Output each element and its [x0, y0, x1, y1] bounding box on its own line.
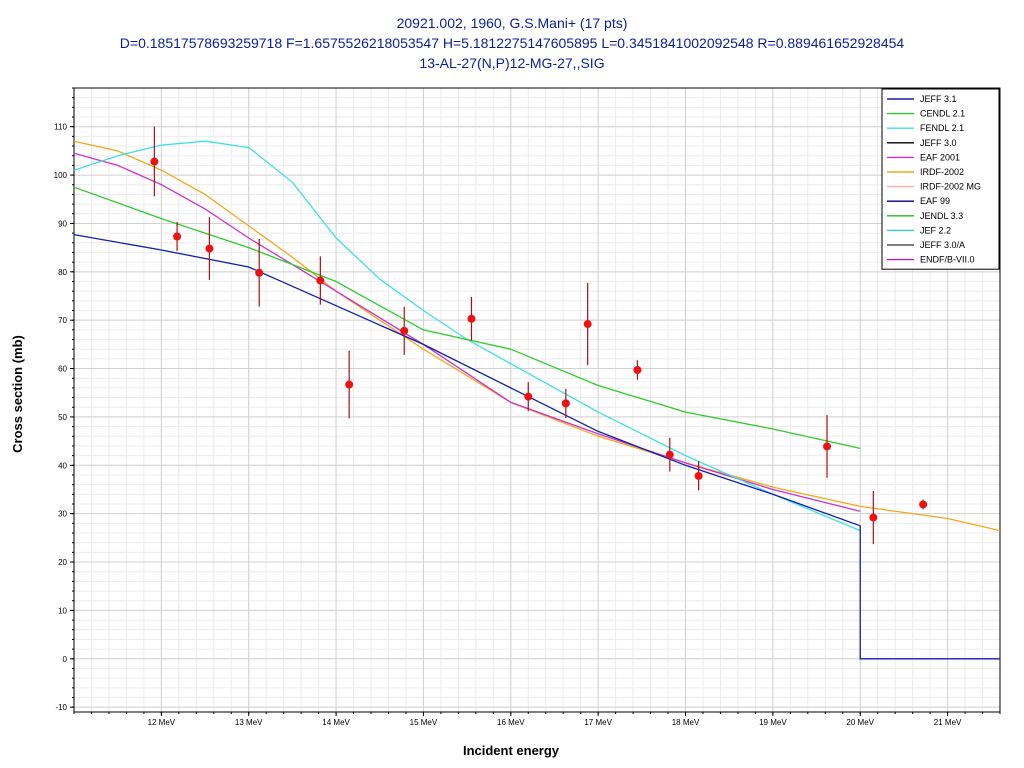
series-lines — [73, 140, 1001, 660]
legend-item-cendl-2-1[interactable]: CENDL 2.1 — [887, 109, 965, 119]
legend-label: EAF 2001 — [920, 152, 960, 162]
y-tick-label: 40 — [58, 461, 67, 470]
data-point[interactable] — [583, 282, 592, 366]
y-tick-label: 50 — [58, 413, 67, 422]
x-tick-label: 17 MeV — [584, 718, 612, 727]
legend-label: IRDF-2002 MG — [920, 182, 981, 192]
data-point[interactable] — [467, 296, 476, 341]
y-tick-label: 10 — [58, 606, 67, 615]
legend-item-eaf-2001[interactable]: EAF 2001 — [887, 152, 960, 162]
series-line-jeff-3-1 — [73, 233, 1000, 660]
legend-label: CENDL 2.1 — [920, 109, 965, 119]
chart-title-line-2: D=0.18517578693259718 F=1.65755262180535… — [119, 35, 905, 51]
data-point[interactable] — [345, 350, 354, 419]
grid — [73, 87, 1001, 712]
data-point[interactable] — [150, 126, 159, 197]
legend-label: JEFF 3.1 — [920, 94, 957, 104]
data-point[interactable] — [694, 461, 703, 491]
x-tick-label: 15 MeV — [410, 718, 438, 727]
y-tick-label: 60 — [58, 365, 67, 374]
data-point-marker — [173, 232, 182, 241]
data-point[interactable] — [561, 388, 570, 418]
y-axis-label: Cross section (mb) — [10, 335, 25, 453]
data-point-marker — [823, 442, 832, 451]
legend-label: JENDL 3.3 — [920, 211, 963, 221]
legend-item-endf-b-vii-0[interactable]: ENDF/B-VII.0 — [887, 255, 975, 265]
series-line-fendl-2-1 — [73, 140, 861, 532]
axes: 12 MeV 13 MeV 14 MeV 15 MeV 16 MeV 17 MeV 18 M… — [54, 87, 1001, 727]
y-tick-label: 70 — [58, 316, 67, 325]
data-point[interactable] — [524, 382, 533, 412]
data-point[interactable] — [400, 306, 409, 356]
data-point-marker — [400, 326, 409, 335]
x-axis-label: Incident energy — [463, 743, 560, 758]
data-point-marker — [694, 471, 703, 480]
data-point-marker — [150, 157, 159, 166]
data-point[interactable] — [633, 360, 642, 380]
data-point-marker — [467, 314, 476, 323]
series-line-eaf-2001 — [73, 152, 861, 512]
legend-label: IRDF-2002 — [920, 167, 964, 177]
x-tick-label: 16 MeV — [497, 718, 525, 727]
legend-item-irdf-2002[interactable]: IRDF-2002 — [887, 167, 964, 177]
legend-item-jef-2-2[interactable]: JEF 2.2 — [887, 225, 951, 235]
y-tick-label: 0 — [63, 655, 68, 664]
data-point-marker — [633, 366, 642, 375]
series-line-irdf-2002 — [73, 140, 1001, 532]
legend-label: JEF 2.2 — [920, 225, 951, 235]
data-point[interactable] — [255, 238, 264, 307]
y-tick-label: 110 — [54, 123, 67, 132]
chart-title-line-3: 13-AL-27(N,P)12-MG-27,,SIG — [419, 55, 605, 71]
legend-box — [881, 88, 1000, 270]
experimental-points — [150, 126, 928, 545]
data-point-marker — [345, 380, 354, 389]
legend-label: JEFF 3.0 — [920, 138, 957, 148]
y-tick-label: 100 — [54, 171, 68, 180]
x-tick-label: 14 MeV — [322, 718, 350, 727]
data-point-marker — [205, 244, 214, 253]
x-tick-label: 13 MeV — [235, 718, 263, 727]
data-point[interactable] — [869, 490, 878, 545]
data-point-marker — [561, 399, 570, 408]
plot-frame — [73, 87, 1001, 713]
data-point-marker — [316, 276, 325, 285]
data-point[interactable] — [173, 221, 182, 252]
legend-item-irdf-2002-mg[interactable]: IRDF-2002 MG — [887, 182, 981, 192]
data-point-marker — [524, 392, 533, 401]
data-point[interactable] — [823, 414, 832, 478]
data-point-marker — [665, 450, 674, 459]
x-tick-label: 21 MeV — [934, 718, 962, 727]
x-tick-label: 19 MeV — [759, 718, 787, 727]
y-tick-label: 90 — [58, 219, 67, 228]
data-point-marker — [869, 513, 878, 522]
data-point[interactable] — [205, 217, 214, 281]
legend-label: JEFF 3.0/A — [920, 240, 965, 250]
x-tick-label: 12 MeV — [148, 718, 176, 727]
legend-item-jeff-3-0-a[interactable]: JEFF 3.0/A — [887, 240, 965, 250]
y-tick-label: 20 — [58, 558, 67, 567]
legend[interactable]: JEFF 3.1 CENDL 2.1 FENDL 2.1 JEFF 3.0 EAF 20… — [881, 88, 1000, 270]
legend-label: EAF 99 — [920, 196, 950, 206]
legend-item-eaf-99[interactable]: EAF 99 — [887, 196, 950, 206]
y-tick-label: 30 — [58, 510, 67, 519]
legend-item-jendl-3-3[interactable]: JENDL 3.3 — [887, 211, 963, 221]
chart-title-line-1: 20921.002, 1960, G.S.Mani+ (17 pts) — [396, 15, 628, 31]
legend-item-jeff-3-0[interactable]: JEFF 3.0 — [887, 138, 957, 148]
data-point-marker — [255, 268, 264, 277]
data-point[interactable] — [919, 499, 928, 510]
data-point-marker — [919, 500, 928, 509]
legend-label: ENDF/B-VII.0 — [920, 255, 975, 265]
series-line-cendl-2-1 — [73, 186, 861, 450]
data-point[interactable] — [316, 256, 325, 305]
legend-item-jeff-3-1[interactable]: JEFF 3.1 — [887, 94, 957, 104]
data-point[interactable] — [665, 437, 674, 472]
y-tick-label: 80 — [58, 268, 67, 277]
x-tick-label: 20 MeV — [846, 718, 874, 727]
legend-label: FENDL 2.1 — [920, 123, 964, 133]
x-tick-label: 18 MeV — [672, 718, 700, 727]
legend-item-fendl-2-1[interactable]: FENDL 2.1 — [887, 123, 964, 133]
data-point-marker — [583, 320, 592, 329]
y-tick-label: -10 — [55, 703, 67, 712]
